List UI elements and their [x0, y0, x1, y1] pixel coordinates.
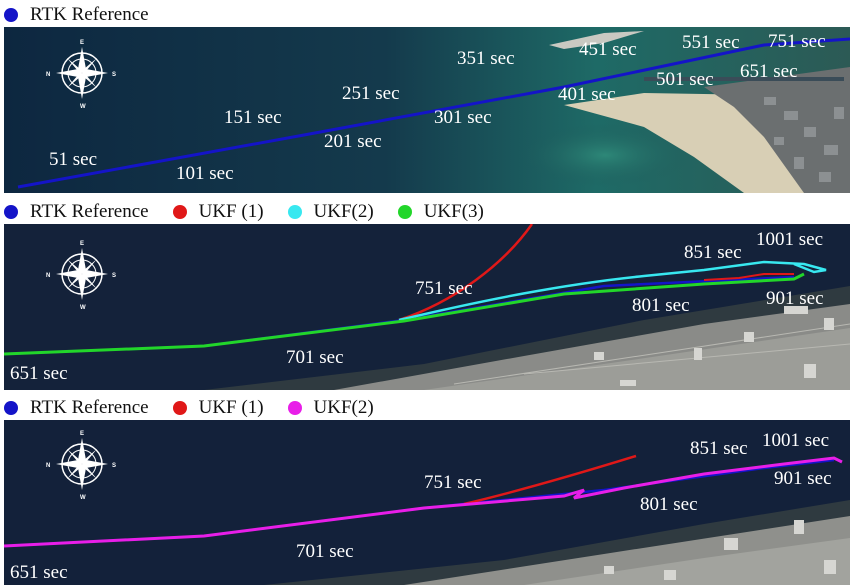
- compass-rose-icon: E W N S: [46, 40, 116, 110]
- legend-panel-3: RTK Reference UKF (1) UKF(2): [0, 395, 850, 421]
- legend-panel-2: RTK Reference UKF (1) UKF(2) UKF(3): [0, 199, 850, 225]
- time-label: 801 sec: [640, 494, 698, 515]
- legend-item-ukf3: UKF(3): [392, 201, 484, 223]
- time-label: 401 sec: [558, 84, 616, 105]
- time-label: 201 sec: [324, 131, 382, 152]
- time-label: 701 sec: [296, 541, 354, 562]
- time-label: 101 sec: [176, 163, 234, 184]
- compass-right-label: S: [112, 463, 116, 469]
- time-label: 901 sec: [774, 468, 832, 489]
- legend-label: RTK Reference: [30, 397, 149, 418]
- legend-dot-icon: [397, 205, 412, 219]
- legend-item-rtk: RTK Reference: [0, 397, 149, 419]
- time-label: 701 sec: [286, 347, 344, 368]
- vehicles: [604, 520, 836, 580]
- time-label: 251 sec: [342, 83, 400, 104]
- time-label: 1001 sec: [762, 430, 829, 451]
- legend-item-rtk: RTK Reference: [0, 201, 149, 223]
- time-label: 351 sec: [457, 48, 515, 69]
- legend-item-ukf2: UKF(2): [282, 201, 374, 223]
- legend-dot-icon: [172, 205, 187, 219]
- map-panel-3-svg: E W N S 651 sec 701 sec 751 sec 801 sec …: [4, 420, 850, 585]
- legend-dot-icon: [287, 205, 302, 219]
- time-label: 151 sec: [224, 107, 282, 128]
- legend-item-ukf1: UKF (1): [167, 201, 264, 223]
- compass-right-label: S: [112, 72, 116, 78]
- map-panel-2: E W N S 651 sec 701 sec 751 sec 801 sec …: [4, 224, 850, 390]
- time-label: 1001 sec: [756, 229, 823, 250]
- legend-item-ukf2: UKF(2): [282, 397, 374, 419]
- buildings: [764, 97, 844, 182]
- pier: [549, 31, 644, 49]
- compass-rose-icon: E W N S: [46, 431, 116, 501]
- ukf3-trajectory: [4, 272, 805, 356]
- urban-area: [704, 67, 850, 193]
- map-panel-1: E W N S 51 sec 101 sec 151 sec 201 sec 2…: [4, 27, 850, 193]
- legend-label: UKF(2): [313, 397, 374, 418]
- compass-left-label: N: [46, 463, 50, 469]
- ukf1-trajectory: [463, 454, 637, 506]
- time-label: 651 sec: [10, 562, 68, 583]
- compass-bottom-label: W: [80, 495, 86, 501]
- rtk-trajectory: [17, 37, 850, 189]
- legend-label: RTK Reference: [30, 201, 149, 222]
- compass-right-label: S: [112, 273, 116, 279]
- legend-item-rtk: RTK Reference: [0, 4, 149, 26]
- ukf2-trajectory: [4, 456, 843, 548]
- compass-left-label: N: [46, 72, 50, 78]
- ukf1-trajectory: [398, 224, 534, 322]
- legend-label: RTK Reference: [30, 4, 149, 25]
- legend-dot-icon: [287, 401, 302, 415]
- compass-top-label: E: [80, 40, 84, 46]
- time-label: 501 sec: [656, 69, 714, 90]
- legend-panel-1: RTK Reference: [0, 2, 850, 28]
- time-label: 651 sec: [10, 363, 68, 384]
- time-label: 901 sec: [766, 288, 824, 309]
- map-panel-1-svg: E W N S 51 sec 101 sec 151 sec 201 sec 2…: [4, 27, 850, 193]
- map-panel-3: E W N S 651 sec 701 sec 751 sec 801 sec …: [4, 420, 850, 585]
- legend-label: UKF (1): [198, 201, 264, 222]
- legend-dot-icon: [172, 401, 187, 415]
- time-label: 751 sec: [424, 472, 482, 493]
- time-label: 651 sec: [740, 61, 798, 82]
- ukf1-trajectory-end: [703, 273, 794, 281]
- parking-lines: [453, 323, 850, 385]
- time-label: 451 sec: [579, 39, 637, 60]
- legend-item-ukf1: UKF (1): [167, 397, 264, 419]
- map-panel-2-svg: E W N S 651 sec 701 sec 751 sec 801 sec …: [4, 224, 850, 390]
- legend-label: UKF (1): [198, 397, 264, 418]
- legend-label: UKF(3): [423, 201, 484, 222]
- time-label: 51 sec: [49, 149, 97, 170]
- time-label: 551 sec: [682, 32, 740, 53]
- compass-bottom-label: W: [80, 104, 86, 110]
- time-label: 751 sec: [768, 31, 826, 52]
- legend-dot-icon: [4, 205, 18, 219]
- compass-top-label: E: [80, 241, 84, 247]
- ukf2-trajectory: [398, 260, 827, 322]
- time-label: 301 sec: [434, 107, 492, 128]
- time-label: 801 sec: [632, 295, 690, 316]
- legend-dot-icon: [4, 8, 18, 22]
- compass-bottom-label: W: [80, 305, 86, 311]
- vehicles: [594, 306, 834, 386]
- time-label: 851 sec: [684, 242, 742, 263]
- legend-dot-icon: [4, 401, 18, 415]
- compass-top-label: E: [80, 431, 84, 437]
- compass-rose-icon: E W N S: [46, 241, 116, 311]
- breakwater: [644, 77, 844, 81]
- time-label: 851 sec: [690, 438, 748, 459]
- legend-label: UKF(2): [313, 201, 374, 222]
- parking-lot-2: [424, 328, 850, 390]
- compass-left-label: N: [46, 273, 50, 279]
- time-label: 751 sec: [415, 278, 473, 299]
